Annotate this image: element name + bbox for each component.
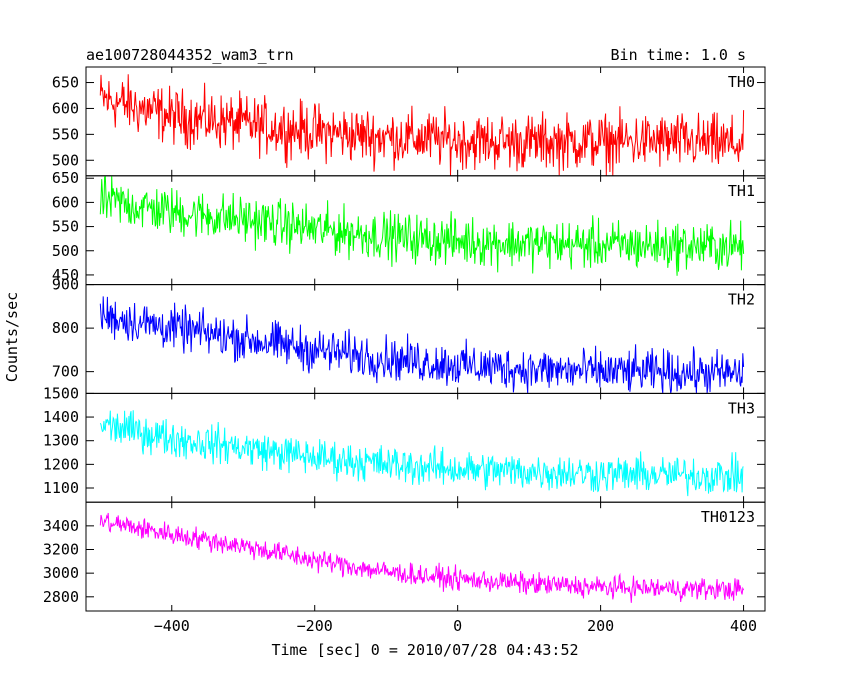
panel-th1: 450 500 550 600 650 TH1 (52, 169, 766, 286)
y-tick-label: 1300 (43, 432, 79, 450)
y-tick-label: 1400 (43, 408, 79, 426)
y-tick-label: 3000 (43, 564, 79, 582)
panel-label: TH3 (728, 399, 755, 417)
y-tick-label: 800 (52, 319, 79, 337)
panel-th2: 700 800 900 TH2 (52, 276, 766, 394)
x-axis-label: Time [sec] 0 = 2010/07/28 04:43:52 (271, 641, 578, 659)
series-line-th3 (99, 410, 744, 497)
y-tick-label: 550 (52, 125, 79, 143)
y-tick-label: 3400 (43, 517, 79, 535)
panel-frame (85, 66, 766, 177)
panel-th0123: 2800 3000 3200 3400 TH0123 (43, 501, 766, 612)
x-tick-label: −400 (154, 617, 190, 635)
series-line-th2 (99, 296, 745, 394)
x-tick-label: 200 (587, 617, 614, 635)
y-tick-label: 2800 (43, 588, 79, 606)
y-tick-label: 500 (52, 242, 79, 260)
panel-frame (85, 501, 766, 612)
panel-label: TH0 (728, 73, 755, 91)
series-line-th1 (99, 175, 745, 276)
panel-label: TH1 (728, 182, 755, 200)
panel-th0: 500 550 600 650 TH0 (52, 66, 766, 177)
x-tick-label: −200 (297, 617, 333, 635)
y-tick-label: 1100 (43, 479, 79, 497)
x-tick-label: 0 (453, 617, 462, 635)
y-tick-label: 500 (52, 151, 79, 169)
panels-group: 500 550 600 650 TH0 450 500 550 600 650 TH1 700 800 9… (43, 66, 766, 612)
series-line-th0 (99, 74, 745, 176)
bin-time-label: Bin time: 1.0 s (611, 46, 746, 64)
y-tick-label: 700 (52, 363, 79, 381)
y-tick-label: 600 (52, 193, 79, 211)
x-tick-label: 400 (730, 617, 757, 635)
chart-title: ae100728044352_wam3_trn (86, 46, 294, 64)
panel-frame (85, 392, 766, 503)
y-tick-label: 900 (52, 276, 79, 294)
y-tick-label: 1200 (43, 455, 79, 473)
y-tick-label: 650 (52, 169, 79, 187)
y-tick-label: 600 (52, 99, 79, 117)
y-axis-label: Counts/sec (3, 292, 21, 382)
y-tick-label: 650 (52, 74, 79, 92)
panel-th3: 1100 1200 1300 1400 1500 TH3 (43, 384, 766, 503)
panel-label: TH0123 (701, 508, 755, 526)
series-line-th0123 (99, 512, 745, 603)
panel-label: TH2 (728, 291, 755, 309)
y-tick-label: 1500 (43, 384, 79, 402)
y-tick-label: 3200 (43, 541, 79, 559)
y-tick-label: 450 (52, 266, 79, 284)
x-axis-ticks: −400 −200 0 200 400 (154, 617, 757, 635)
y-tick-label: 550 (52, 218, 79, 236)
